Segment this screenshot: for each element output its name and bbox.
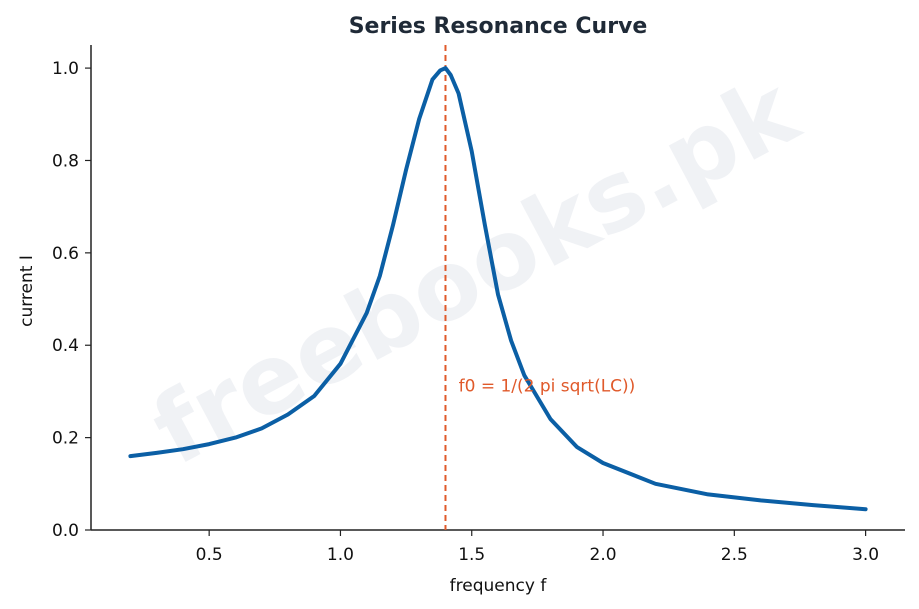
x-tick-label: 1.0 bbox=[327, 545, 354, 565]
x-tick-label: 2.5 bbox=[721, 545, 748, 565]
plot-area: 0.5 1.0 1.5 2.0 2.5 3.0 0.0 0.2 0.4 0.6 0.8 1.0 f0 =… bbox=[52, 45, 905, 565]
y-tick-label: 0.6 bbox=[52, 244, 79, 264]
y-tick-label: 0.0 bbox=[52, 521, 79, 541]
y-axis-label: current I bbox=[17, 255, 37, 327]
x-tick-label: 0.5 bbox=[196, 545, 223, 565]
y-tick-label: 0.4 bbox=[52, 336, 79, 356]
chart-title: Series Resonance Curve bbox=[349, 14, 648, 39]
x-tick-label: 1.5 bbox=[458, 545, 485, 565]
y-tick-label: 0.2 bbox=[52, 429, 79, 449]
resonance-annotation: f0 = 1/(2 pi sqrt(LC)) bbox=[459, 376, 636, 396]
x-tick-label: 3.0 bbox=[852, 545, 879, 565]
x-axis-label: frequency f bbox=[450, 576, 548, 596]
resonance-curve-line bbox=[128, 66, 868, 512]
y-tick-label: 0.8 bbox=[52, 151, 79, 171]
y-tick-label: 1.0 bbox=[52, 59, 79, 79]
watermark: freebooks.pk bbox=[135, 54, 816, 487]
x-tick-label: 2.0 bbox=[590, 545, 617, 565]
